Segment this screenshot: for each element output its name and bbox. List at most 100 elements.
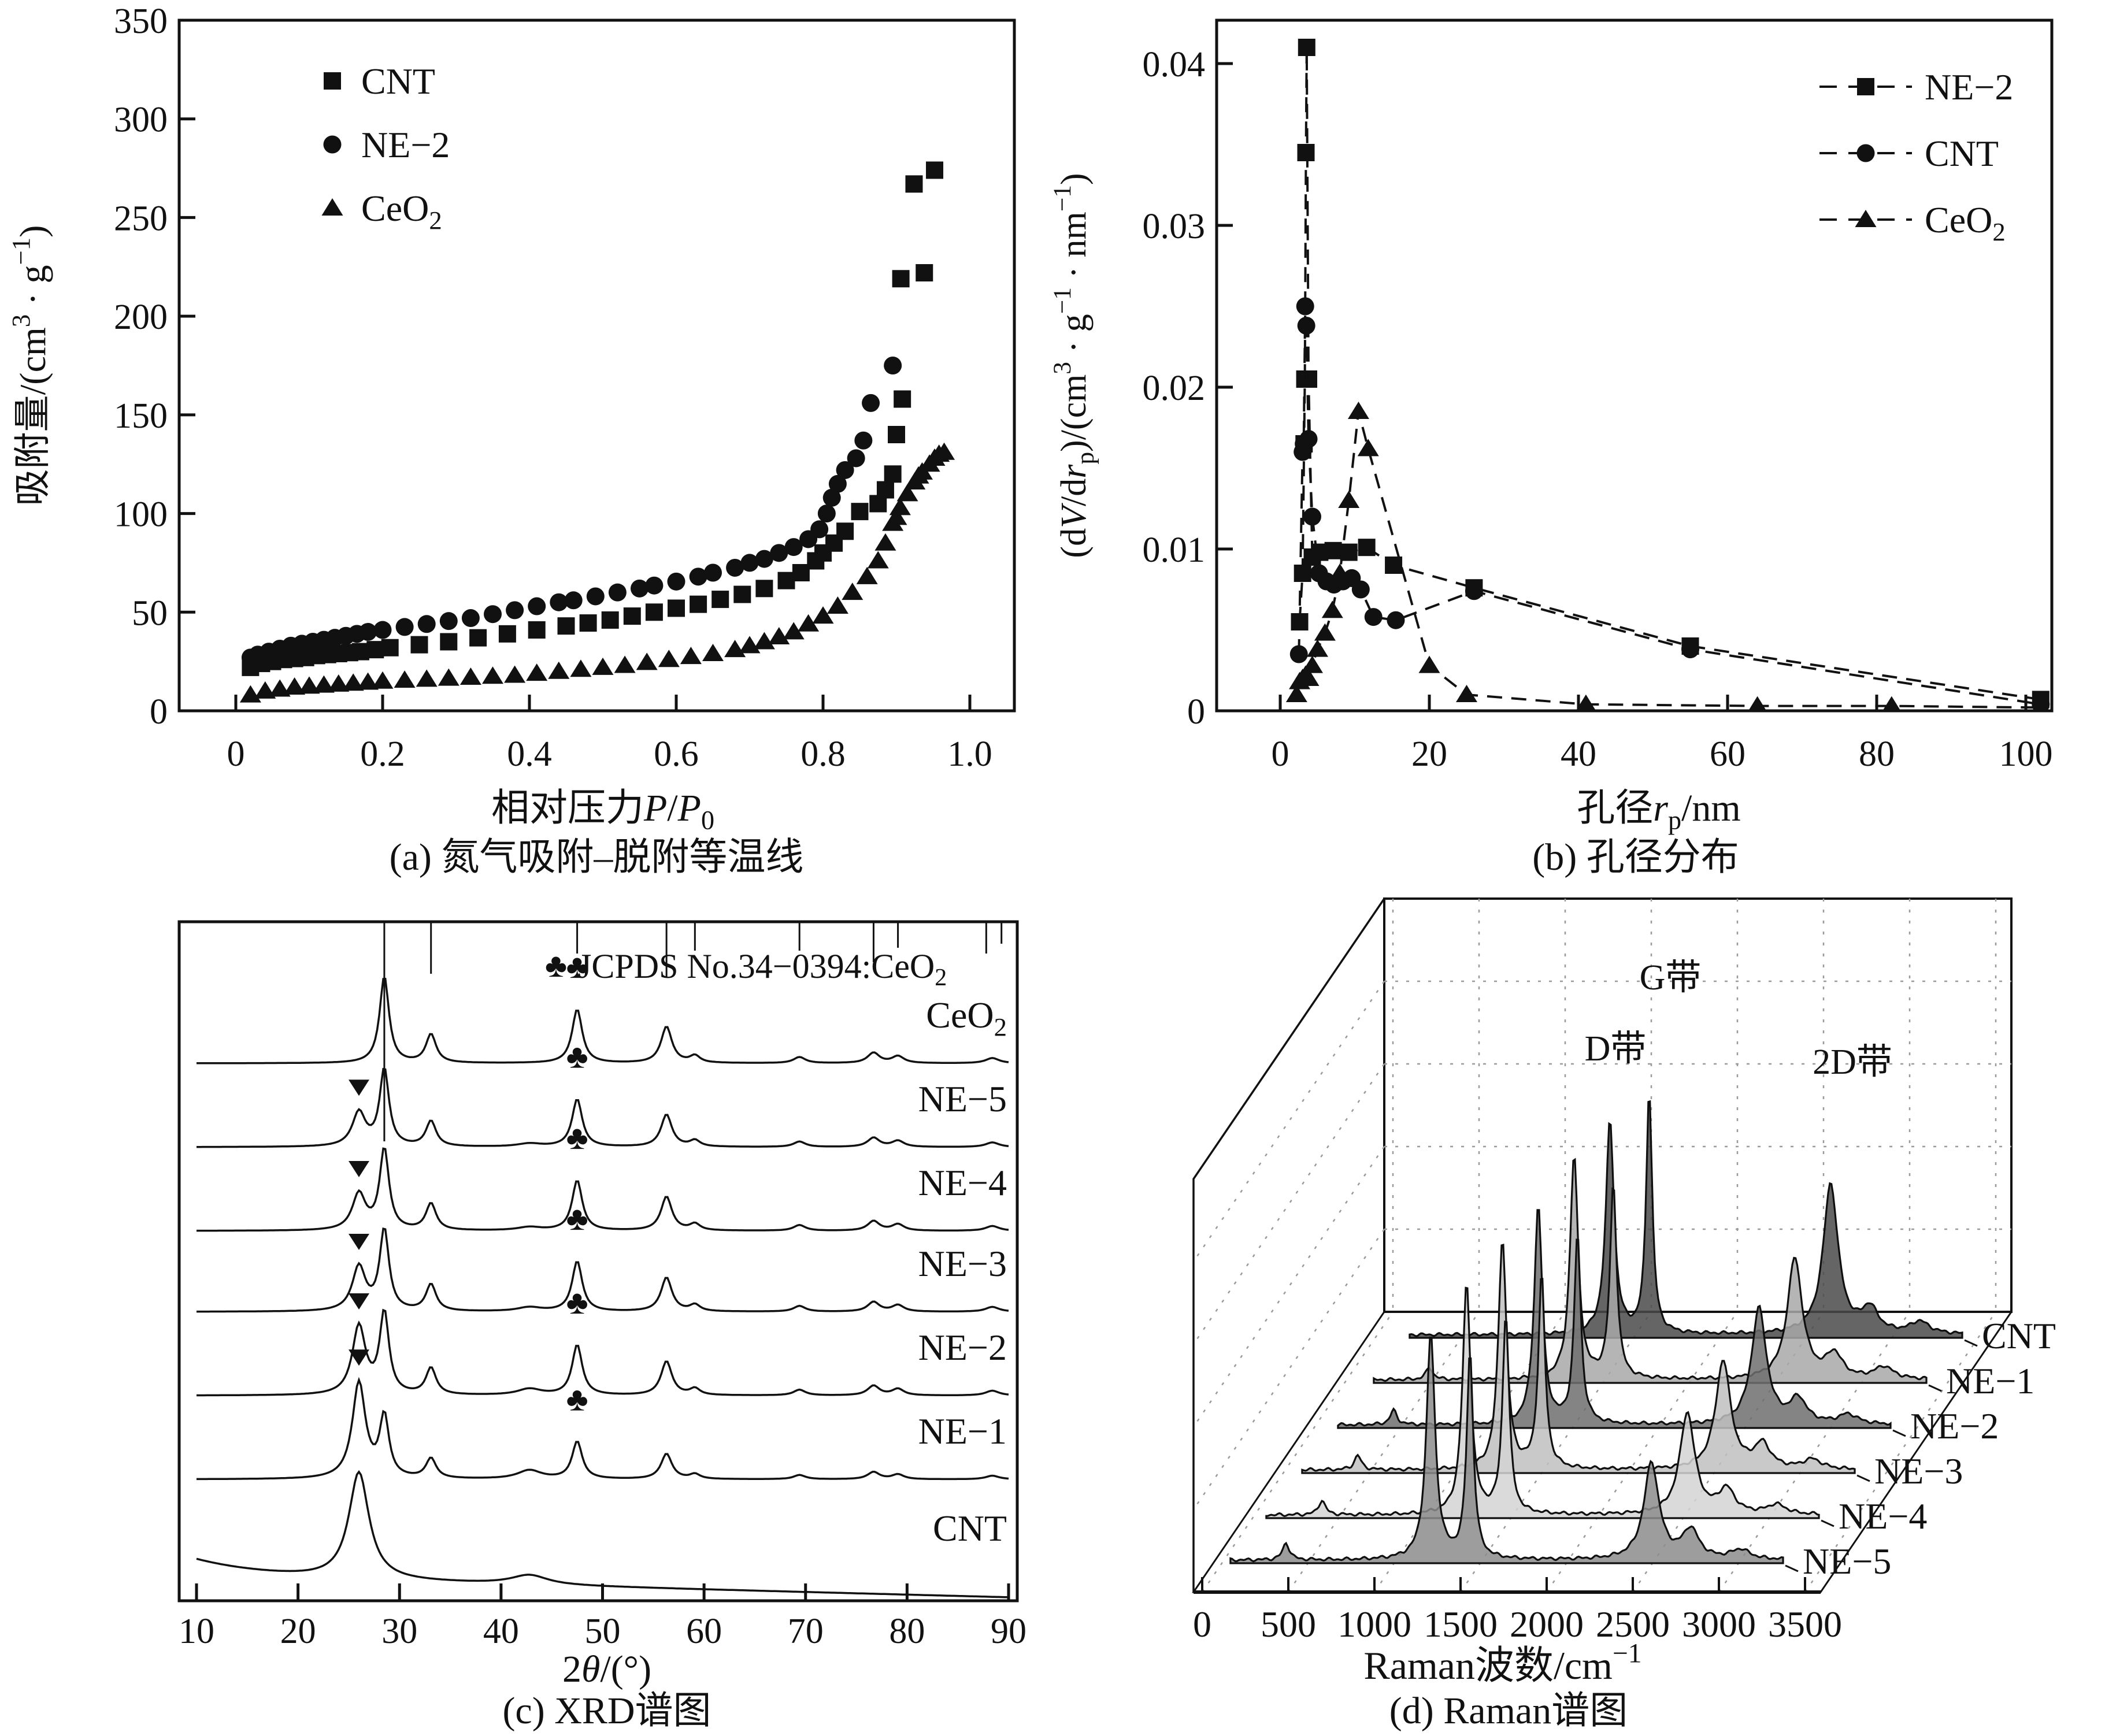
series-label: NE−4 xyxy=(1839,1496,1927,1537)
caption-panel-b: (b) 孔径分布 xyxy=(1532,836,1739,878)
x-tick-label: 80 xyxy=(889,1612,925,1651)
y-tick-label: 200 xyxy=(114,298,168,337)
legend-circle-icon xyxy=(323,135,342,154)
circle-marker xyxy=(862,394,880,412)
triangle-marker xyxy=(658,650,680,667)
panel-a-series-CNT xyxy=(242,161,944,676)
series-label-leader xyxy=(1928,1384,1942,1392)
series-label-leader xyxy=(1785,1564,1799,1572)
legend-triangle-icon xyxy=(1855,210,1877,227)
circle-marker xyxy=(564,591,583,610)
triangle-marker xyxy=(298,676,320,694)
triangle-marker xyxy=(1314,623,1336,641)
x-tick-label: 0.8 xyxy=(801,735,846,774)
y-tick-label: 150 xyxy=(114,396,168,436)
triangle-marker xyxy=(1307,639,1328,657)
x-tick-label: 70 xyxy=(788,1612,824,1651)
x-tick-label: 500 xyxy=(1261,1604,1316,1645)
x-tick-label: 60 xyxy=(1710,735,1745,774)
panel-c-curve xyxy=(196,1470,1009,1598)
y-tick-label: 0.01 xyxy=(1143,531,1206,570)
series-label-leader xyxy=(1892,1429,1906,1437)
square-marker xyxy=(892,270,910,288)
leftwall-grid xyxy=(1192,1063,1385,1345)
square-marker xyxy=(1294,565,1311,582)
x-tick-label: 60 xyxy=(686,1612,722,1651)
panel-b-ylabel: (dV/drp)/(cm3 · g−1 · nm−1) xyxy=(1048,173,1099,558)
panel-a-series-CeO xyxy=(239,442,955,703)
y-tick-label: 100 xyxy=(114,495,168,535)
circle-marker xyxy=(1351,580,1370,599)
y-tick-label: 0 xyxy=(150,692,168,732)
ceo2-peak-marker-icon: ♣ xyxy=(566,1038,588,1075)
floor-grid xyxy=(1459,1311,1652,1593)
series-label: NE−5 xyxy=(1803,1541,1891,1582)
panel-c-curve xyxy=(197,1227,1009,1313)
triangle-marker xyxy=(269,679,291,697)
series-label: NE−3 xyxy=(1874,1451,1963,1492)
ceo2-peak-marker-icon: ♣ xyxy=(566,948,588,985)
y-tick-label: 0 xyxy=(1187,692,1205,732)
xrd-curve xyxy=(197,978,1009,1064)
circle-marker xyxy=(1296,297,1314,316)
triangle-marker xyxy=(680,647,702,665)
triangle-marker xyxy=(592,657,614,675)
raman-spectrum-CNT xyxy=(1409,1100,1963,1339)
circle-marker xyxy=(586,587,605,606)
x-tick-label: 3500 xyxy=(1768,1604,1842,1645)
legend-label: CNT xyxy=(1925,133,1999,174)
floor-grid xyxy=(1718,1311,1911,1593)
panel-b-series-CeO xyxy=(1285,402,2048,710)
square-marker xyxy=(884,465,902,483)
raman-spectrum-NE3 xyxy=(1301,1243,1856,1474)
circle-marker xyxy=(506,601,524,620)
x-tick-label: 10 xyxy=(179,1612,214,1651)
y-tick-label: 0.03 xyxy=(1143,207,1206,246)
square-marker xyxy=(410,636,428,654)
circle-marker xyxy=(1299,430,1318,448)
panel-b-series-CNT xyxy=(1289,297,2050,710)
panel-a: 0 50 100 150 200 250 300 350 0 0.2 0.4 0.6 0.8 1.0 吸附量… xyxy=(6,2,1016,835)
band-label: D带 xyxy=(1585,1029,1647,1069)
triangle-marker xyxy=(482,666,503,684)
square-marker xyxy=(601,611,619,629)
square-marker xyxy=(690,595,707,613)
panel-a-series-NE2 xyxy=(241,357,902,667)
series-label-leader xyxy=(1821,1519,1835,1527)
triangle-marker xyxy=(856,566,878,584)
triangle-marker xyxy=(342,673,364,691)
triangle-marker xyxy=(798,614,820,632)
square-marker xyxy=(440,633,458,651)
panel-b-legend: NE−2 CNT CeO2 xyxy=(1819,66,2013,246)
circle-marker xyxy=(704,563,722,582)
ceo2-peak-marker-icon: ♣ xyxy=(566,1200,588,1237)
xrd-curve xyxy=(197,1067,1009,1148)
triangle-marker xyxy=(1298,669,1320,686)
panel-a-legend: CNT NE−2 CeO2 xyxy=(321,61,450,235)
circle-marker xyxy=(1387,611,1405,629)
triangle-marker xyxy=(1301,655,1323,673)
triangle-marker xyxy=(933,442,955,460)
circle-marker xyxy=(689,567,707,586)
triangle-marker xyxy=(504,665,526,683)
square-marker xyxy=(733,585,751,603)
legend-label: CeO2 xyxy=(361,188,442,235)
square-marker xyxy=(623,607,641,625)
triangle-marker xyxy=(1576,694,1596,710)
circle-marker xyxy=(631,579,648,598)
leftwall-grid xyxy=(1192,981,1385,1262)
legend-circle-icon xyxy=(1856,144,1875,162)
legend-triangle-icon xyxy=(321,198,343,216)
leftwall-grid xyxy=(1192,1146,1385,1427)
panel-b-frame xyxy=(1215,18,2054,713)
square-marker xyxy=(366,641,384,659)
circle-marker xyxy=(1465,582,1483,600)
x-tick-label: 2500 xyxy=(1596,1604,1670,1645)
series-label: NE−2 xyxy=(1910,1405,1999,1446)
circle-marker xyxy=(550,593,568,611)
triangle-marker xyxy=(874,533,896,551)
square-marker xyxy=(755,580,773,598)
square-marker xyxy=(894,390,911,408)
panel-c-frame xyxy=(177,920,1019,1603)
